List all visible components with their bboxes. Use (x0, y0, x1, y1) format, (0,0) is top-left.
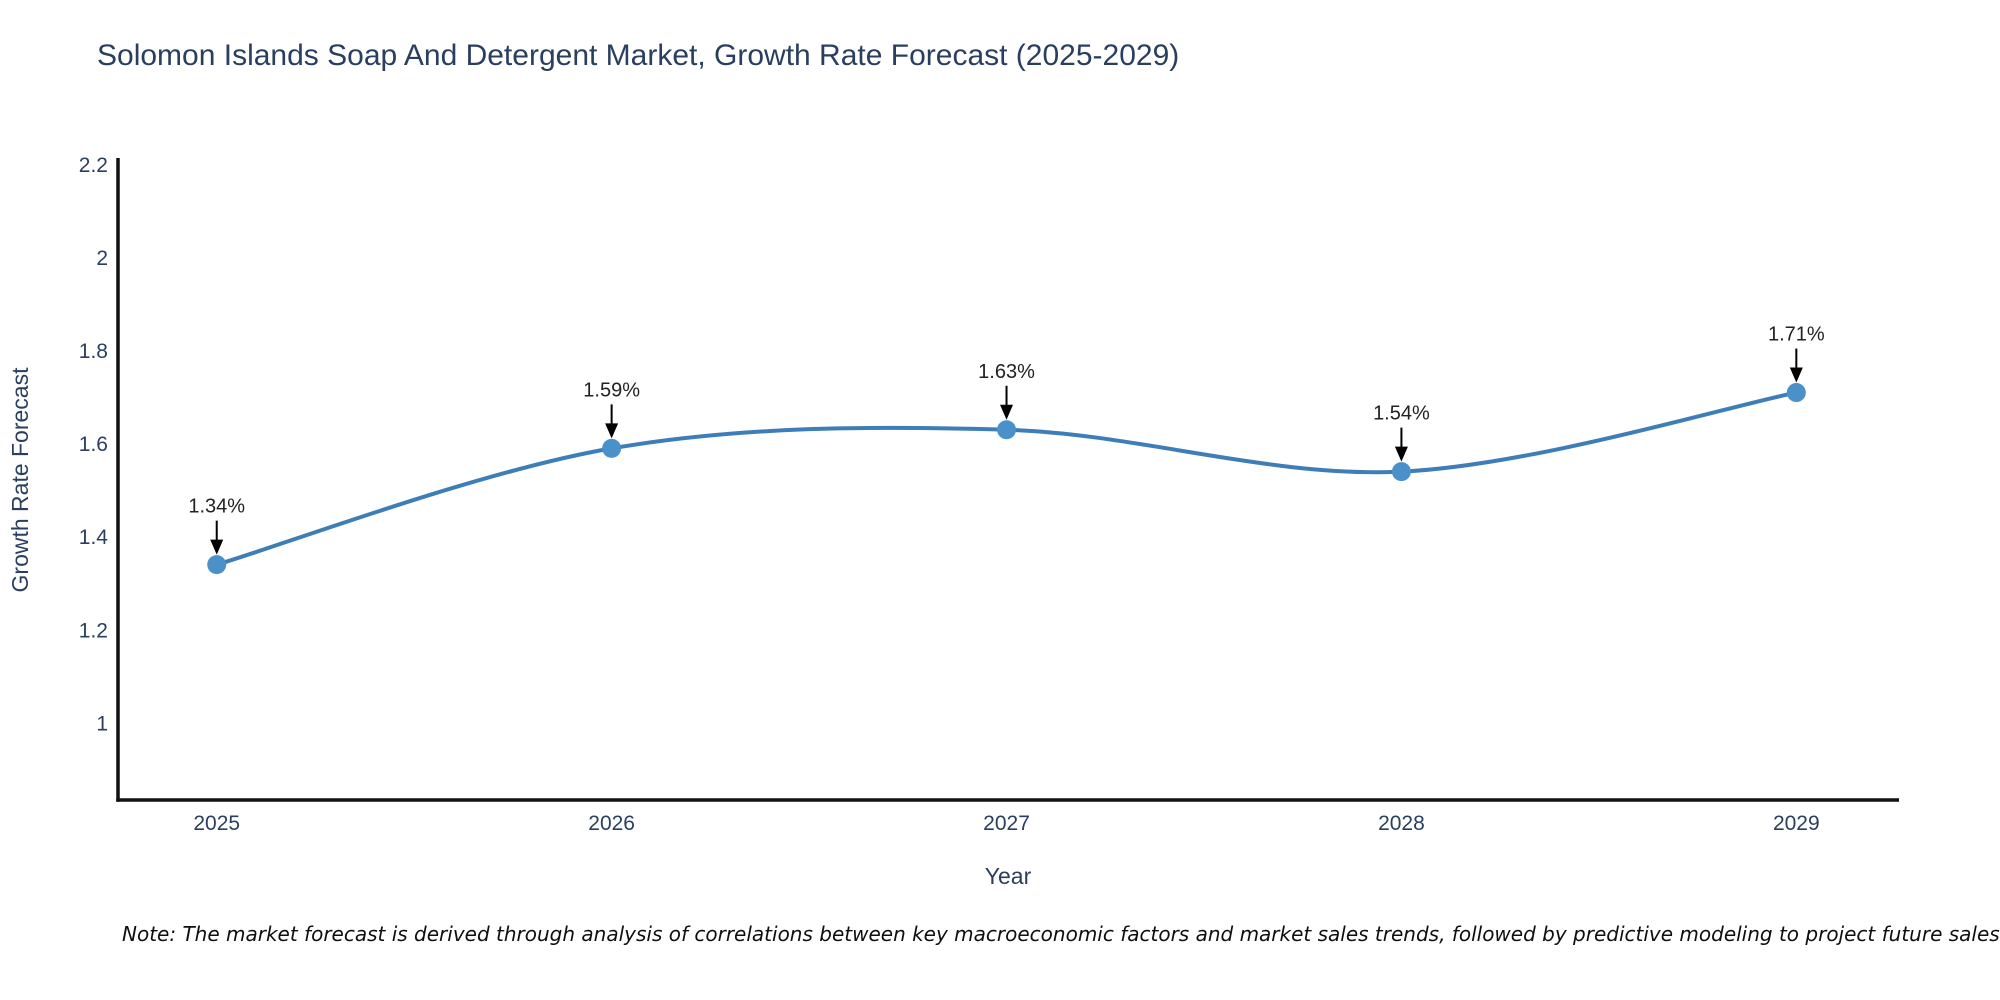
data-point-label: 1.59% (583, 379, 640, 401)
x-tick-label: 2025 (193, 812, 240, 835)
data-point-2028[interactable] (1391, 462, 1411, 482)
data-point-2029[interactable] (1786, 383, 1806, 403)
growth-rate-forecast-chart[interactable]: 1 1.2 1.4 1.6 1.8 2 2.2 2025 2026 2027 2028 2029 1.3… (0, 0, 2000, 910)
x-tick-label: 2029 (1773, 812, 1820, 835)
y-tick-label: 1.8 (79, 340, 108, 363)
x-tick-label: 2027 (983, 812, 1030, 835)
y-axis-title: Growth Rate Forecast (7, 367, 33, 593)
y-tick-label: 1.2 (79, 619, 108, 642)
annotation-arrowhead-icon (1789, 367, 1803, 383)
x-axis-title: Year (985, 863, 1032, 889)
chart-title: Solomon Islands Soap And Detergent Marke… (97, 39, 1180, 72)
plot-area[interactable]: 1 1.2 1.4 1.6 1.8 2 2.2 2025 2026 2027 2028 2029 1.3… (79, 154, 1899, 835)
y-tick-label: 2.2 (79, 154, 108, 177)
y-tick-label: 1.6 (79, 433, 108, 456)
x-tick-label: 2028 (1378, 812, 1425, 835)
annotation-arrowhead-icon (605, 423, 619, 439)
data-point-2027[interactable] (997, 420, 1017, 440)
y-tick-label: 2 (96, 247, 108, 270)
data-point-label: 1.34% (188, 496, 245, 518)
data-point-2025[interactable] (207, 555, 227, 575)
data-point-label: 1.63% (978, 361, 1035, 383)
y-tick-label: 1 (96, 712, 108, 735)
annotation-arrowhead-icon (1000, 404, 1014, 420)
y-tick-label: 1.4 (79, 526, 109, 549)
annotation-arrowhead-icon (210, 539, 224, 555)
x-tick-label: 2026 (588, 812, 635, 835)
annotation-arrowhead-icon (1394, 446, 1408, 462)
data-point-2026[interactable] (602, 438, 622, 458)
data-point-label: 1.71% (1768, 324, 1825, 346)
chart-note: Note: The market forecast is derived thr… (122, 922, 2000, 946)
data-point-label: 1.54% (1373, 403, 1430, 425)
